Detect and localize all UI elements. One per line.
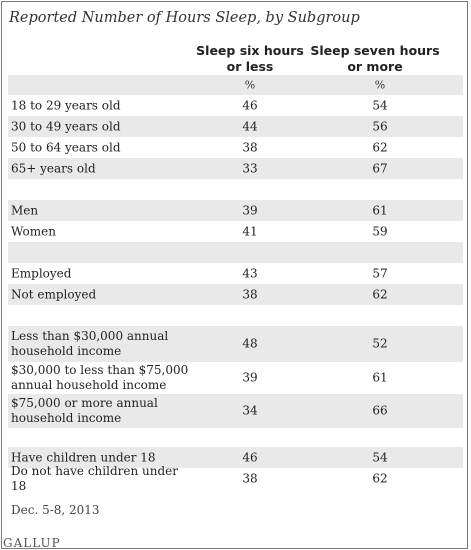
survey-date: Dec. 5-8, 2013 xyxy=(11,503,100,517)
spacer-row xyxy=(8,305,463,326)
value-six-hours: 39 xyxy=(242,203,258,217)
table-row: 50 to 64 years old 38 62 xyxy=(8,137,463,158)
value-six-hours: 33 xyxy=(242,161,258,175)
table-row: 65+ years old 33 67 xyxy=(8,158,463,179)
value-seven-hours: 52 xyxy=(372,336,388,351)
value-seven-hours: 62 xyxy=(372,140,388,154)
value-seven-hours: 54 xyxy=(372,98,388,112)
value-seven-hours: 56 xyxy=(372,119,388,133)
value-six-hours: 48 xyxy=(242,336,258,351)
table-row: Have children under 18 46 54 xyxy=(8,447,463,468)
value-six-hours: 46 xyxy=(242,450,258,464)
table-row: $75,000 or more annual household income … xyxy=(8,394,463,428)
value-six-hours: 39 xyxy=(242,370,258,385)
value-six-hours: 44 xyxy=(242,119,258,133)
value-six-hours: 41 xyxy=(242,224,258,238)
row-label: $30,000 to less than $75,000 annual hous… xyxy=(11,363,189,392)
row-label: Not employed xyxy=(11,287,97,301)
table-row: Less than $30,000 annual household incom… xyxy=(8,326,463,362)
unit-col2: % xyxy=(374,78,386,92)
row-label: 50 to 64 years old xyxy=(11,140,121,154)
table-row: Do not have children under 18 38 62 xyxy=(8,464,463,493)
column-header-seven-hours: Sleep seven hours or more xyxy=(305,43,445,75)
row-label: 18 to 29 years old xyxy=(11,98,121,112)
value-seven-hours: 62 xyxy=(372,287,388,301)
column-header-seven-hours-line1: Sleep seven hours xyxy=(310,43,440,58)
value-seven-hours: 59 xyxy=(372,224,388,238)
table-title: Reported Number of Hours Sleep, by Subgr… xyxy=(9,10,360,26)
value-six-hours: 46 xyxy=(242,98,258,112)
row-label: Men xyxy=(11,203,39,217)
value-six-hours: 34 xyxy=(242,403,258,418)
row-label: Have children under 18 xyxy=(11,450,156,464)
column-header-six-hours: Sleep six hours or less xyxy=(190,43,310,75)
unit-col1: % xyxy=(244,78,256,92)
column-header-six-hours-line2: or less xyxy=(226,59,274,74)
row-label: Employed xyxy=(11,266,72,280)
value-seven-hours: 54 xyxy=(372,450,388,464)
value-seven-hours: 66 xyxy=(372,403,388,418)
row-label: $75,000 or more annual household income xyxy=(11,396,158,425)
spacer-row xyxy=(8,242,463,263)
value-six-hours: 38 xyxy=(242,287,258,301)
table-row: Employed 43 57 xyxy=(8,263,463,284)
column-header-six-hours-line1: Sleep six hours xyxy=(196,43,304,58)
source-label: GALLUP xyxy=(3,536,61,550)
table-row: Men 39 61 xyxy=(8,200,463,221)
row-label: Women xyxy=(11,224,56,238)
spacer-row xyxy=(8,428,463,447)
row-label: 65+ years old xyxy=(11,161,96,175)
spacer-row xyxy=(8,179,463,200)
value-seven-hours: 67 xyxy=(372,161,388,175)
value-six-hours: 38 xyxy=(242,471,258,485)
table-row: Women 41 59 xyxy=(8,221,463,242)
units-row: % % xyxy=(8,75,463,95)
row-label: Less than $30,000 annual household incom… xyxy=(11,329,169,358)
value-six-hours: 38 xyxy=(242,140,258,154)
table-row: 30 to 49 years old 44 56 xyxy=(8,116,463,137)
value-seven-hours: 61 xyxy=(372,370,388,385)
value-seven-hours: 61 xyxy=(372,203,388,217)
value-seven-hours: 57 xyxy=(372,266,388,280)
value-six-hours: 43 xyxy=(242,266,258,280)
column-header-seven-hours-line2: or more xyxy=(347,59,403,74)
value-seven-hours: 62 xyxy=(372,471,388,485)
table-row: Not employed 38 62 xyxy=(8,284,463,305)
row-label: 30 to 49 years old xyxy=(11,119,121,133)
table-row: 18 to 29 years old 46 54 xyxy=(8,95,463,116)
row-label: Do not have children under 18 xyxy=(11,463,178,493)
table-row: $30,000 to less than $75,000 annual hous… xyxy=(8,362,463,394)
